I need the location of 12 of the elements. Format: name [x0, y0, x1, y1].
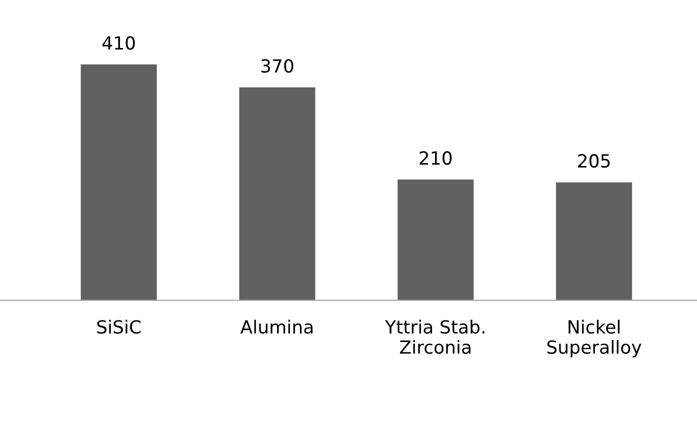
data-label: 410: [102, 36, 135, 50]
x-tick-label: Alumina: [240, 320, 313, 334]
data-label: 370: [261, 59, 294, 73]
bar: [398, 179, 474, 300]
x-tick-label: SiSiC: [97, 320, 141, 334]
bar: [239, 87, 316, 300]
x-tick-label: Nickel Superalloy: [547, 320, 642, 358]
bar: [80, 64, 157, 300]
data-label: 210: [420, 151, 452, 165]
bar: [556, 182, 632, 300]
data-label: 205: [578, 154, 610, 168]
x-tick-label: Yttria Stab. Zirconia: [384, 320, 484, 354]
